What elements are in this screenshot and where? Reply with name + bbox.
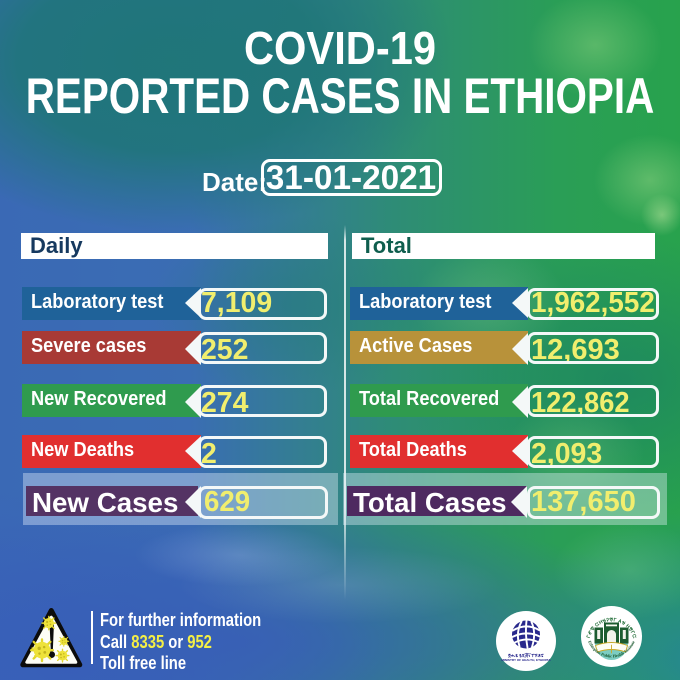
- svg-text:፬ሑፄ ፂበ济ι ፝ፐፑቶፔ: ፬ሑፄ ፂበ济ι ፝ፐፑቶፔ: [508, 652, 544, 659]
- svg-text:MINISTRY OF HEALTH, ETHIOPIA: MINISTRY OF HEALTH, ETHIOPIA: [501, 658, 551, 662]
